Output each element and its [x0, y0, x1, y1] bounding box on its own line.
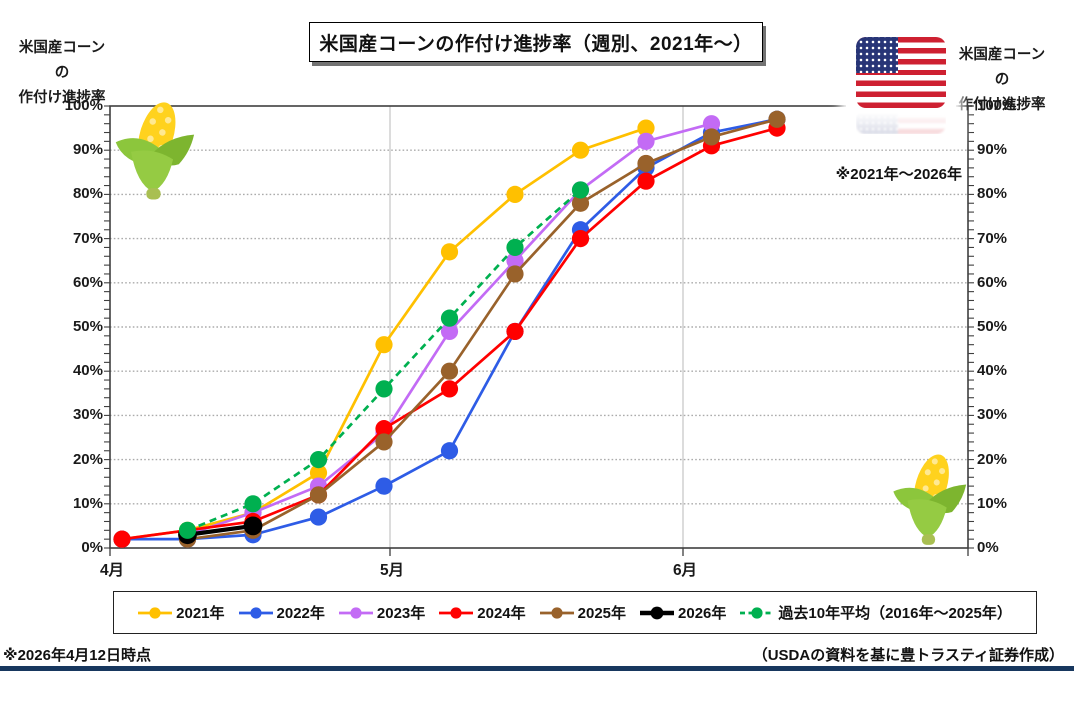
y-axis-right-tick-label: 40%: [977, 362, 1008, 380]
y-axis-right-tick-label: 60%: [977, 273, 1008, 291]
axis-title-left-line1: 米国産コーンの: [18, 40, 106, 81]
legend-item: 過去10年平均（2016年～2025年）: [740, 602, 1012, 623]
annotation-years-note: ※2021年～2026年: [788, 164, 962, 186]
axis-title-right-line1: 米国産コーンの: [958, 47, 1046, 88]
legend-marker-icon: [539, 606, 574, 619]
legend-item-label: 2022年: [276, 605, 325, 622]
us-flag: [856, 37, 946, 108]
x-axis-tick-label: 4月: [99, 562, 125, 579]
legend-item: 2022年: [238, 602, 325, 623]
legend-marker-icon: [138, 606, 173, 619]
x-axis-tick-label: 6月: [672, 562, 698, 579]
divider-rule: [0, 666, 1074, 671]
axis-title-right-line2: 作付け進捗率: [958, 97, 1046, 113]
axis-title-right: 米国産コーンの 作付け進捗率: [952, 43, 1052, 118]
legend-item-label: 過去10年平均（2016年～2025年）: [778, 605, 1012, 622]
legend-item-label: 2021年: [176, 605, 225, 622]
y-axis-left-tick-label: 90%: [72, 141, 103, 159]
us-flag-icon: [856, 37, 946, 108]
chart-title-box: 米国産コーンの作付け進捗率（週別、2021年～）: [309, 22, 763, 62]
us-flag-reflection: [856, 110, 946, 134]
corn-icon-top-left: [115, 97, 195, 200]
footnote-date: ※2026年4月12日時点: [3, 647, 151, 664]
legend-marker-icon: [640, 606, 675, 619]
legend-marker-icon: [740, 606, 775, 619]
corn-icon-bottom-right: [893, 450, 967, 545]
y-axis-left-tick-label: 50%: [72, 318, 103, 335]
legend-marker-icon: [439, 606, 474, 619]
legend-item-label: 2024年: [477, 605, 526, 622]
y-axis-right-tick-label: 90%: [977, 141, 1008, 159]
y-axis-left-tick-label: 10%: [72, 494, 103, 512]
y-axis-left-tick-label: 20%: [72, 450, 103, 468]
footnote-credit: （USDAの資料を基に豊トラスティ証券作成）: [752, 647, 1064, 664]
y-axis-left-tick-label: 30%: [72, 406, 103, 424]
y-axis-right-tick-label: 20%: [977, 450, 1008, 468]
y-axis-right-tick-label: 70%: [977, 229, 1008, 247]
legend-marker-icon: [238, 606, 273, 619]
y-axis-right-tick-label: 30%: [977, 406, 1008, 424]
y-axis-left-tick-label: 70%: [72, 229, 103, 247]
axis-title-left: 米国産コーンの 作付け進捗率: [12, 36, 112, 111]
x-axis-tick-label: 5月: [379, 562, 405, 579]
axis-title-left-line2: 作付け進捗率: [18, 90, 106, 106]
y-axis-right-tick-label: 10%: [977, 494, 1008, 512]
y-axis-left-tick-label: 0%: [81, 539, 103, 556]
y-axis-left-tick-label: 40%: [72, 362, 103, 380]
y-axis-left-tick-label: 80%: [72, 185, 103, 203]
y-axis-right-tick-label: 0%: [977, 539, 999, 556]
us-flag-canton: [856, 37, 898, 73]
legend-item-label: 2026年: [678, 605, 727, 622]
legend-item-label: 2023年: [376, 605, 426, 622]
legend-item-label: 2025年: [577, 605, 627, 622]
legend-marker-icon: [338, 606, 373, 619]
legend-item: 2023年: [338, 602, 426, 623]
chart-title: 米国産コーンの作付け進捗率（週別、2021年～）: [319, 33, 753, 55]
legend-item: 2025年: [539, 602, 627, 623]
y-axis-left-tick-label: 60%: [72, 273, 103, 291]
legend: 2021年 2022年 2023年 2024年 2025年 2026年 過去10年平均（20…: [113, 591, 1037, 634]
legend-item: 2026年: [640, 602, 726, 623]
legend-item: 2024年: [439, 602, 526, 623]
y-axis-right-tick-label: 80%: [977, 185, 1008, 203]
y-axis-left-tick-label: 100%: [64, 97, 103, 114]
y-axis-right-tick-label: 50%: [977, 318, 1008, 335]
y-axis-right-tick-label: 100%: [977, 97, 1016, 114]
legend-item: 2021年: [138, 602, 225, 623]
